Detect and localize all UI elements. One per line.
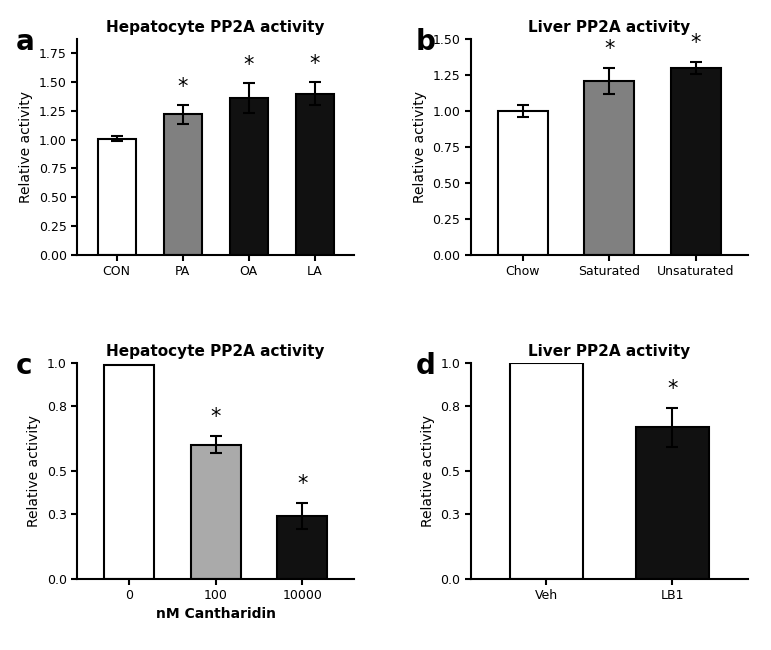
Y-axis label: Relative activity: Relative activity [412, 91, 426, 203]
Text: *: * [691, 33, 701, 53]
Text: *: * [177, 77, 188, 97]
Text: *: * [604, 39, 614, 59]
Bar [497, 111, 547, 255]
Text: d: d [416, 352, 435, 380]
Bar [278, 516, 328, 578]
Title: Hepatocyte PP2A activity: Hepatocyte PP2A activity [106, 20, 325, 35]
Bar [295, 94, 334, 255]
Bar [636, 428, 709, 578]
Bar [98, 138, 136, 255]
Y-axis label: Relative activity: Relative activity [421, 415, 435, 526]
Text: c: c [16, 352, 32, 380]
Bar [671, 68, 721, 255]
Text: *: * [309, 53, 320, 73]
Title: Liver PP2A activity: Liver PP2A activity [528, 20, 690, 35]
Bar [584, 81, 635, 255]
Title: Hepatocyte PP2A activity: Hepatocyte PP2A activity [106, 344, 325, 359]
Bar [510, 363, 583, 578]
Bar [163, 114, 202, 255]
Text: *: * [244, 55, 254, 75]
Text: *: * [667, 380, 678, 399]
Bar [190, 445, 241, 578]
Bar [104, 365, 154, 578]
Bar [230, 98, 268, 255]
Y-axis label: Relative activity: Relative activity [19, 91, 33, 203]
Text: *: * [297, 474, 308, 495]
X-axis label: nM Cantharidin: nM Cantharidin [156, 608, 276, 621]
Title: Liver PP2A activity: Liver PP2A activity [528, 344, 690, 359]
Text: a: a [16, 28, 35, 56]
Text: b: b [416, 28, 435, 56]
Text: *: * [210, 408, 221, 428]
Y-axis label: Relative activity: Relative activity [27, 415, 41, 526]
